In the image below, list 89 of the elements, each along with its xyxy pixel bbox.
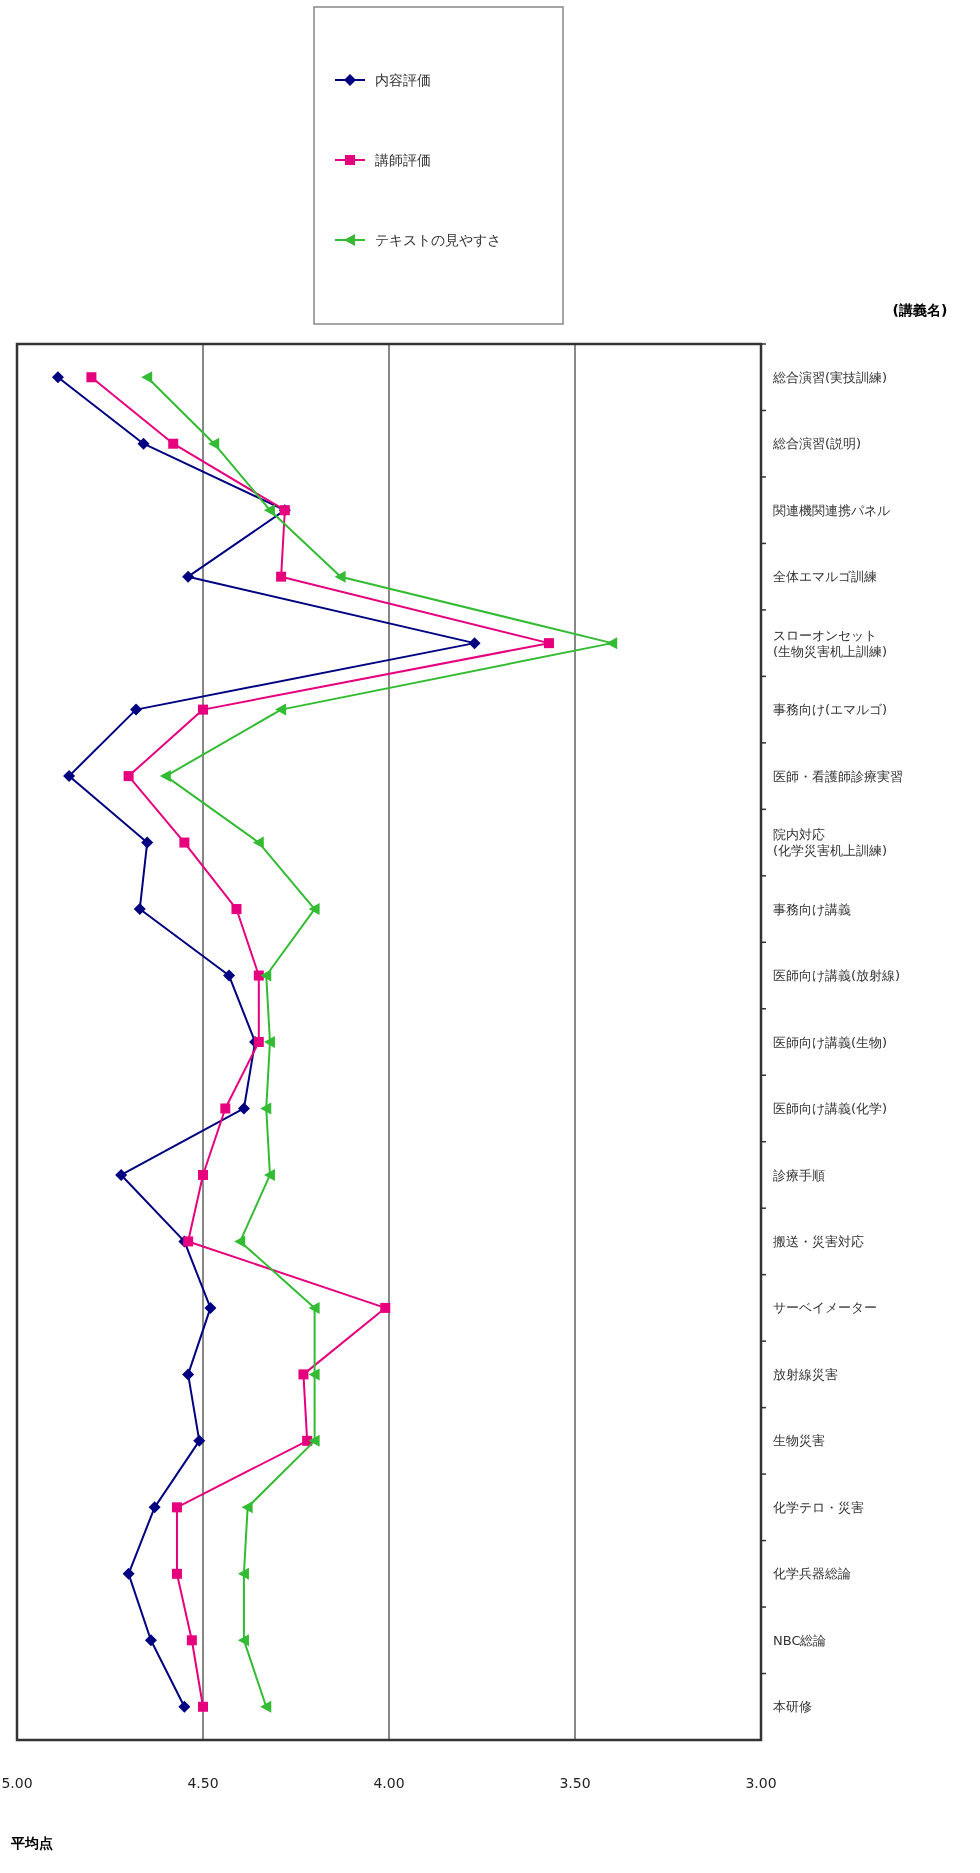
point xyxy=(171,1502,182,1513)
point xyxy=(260,969,272,982)
point xyxy=(182,570,195,583)
point xyxy=(141,836,154,849)
y-tick-label: 事務向け講義 xyxy=(773,901,851,917)
legend-label: 内容評価 xyxy=(375,71,431,88)
y-tick-label: 医師・看護師診療実習 xyxy=(773,768,903,784)
point xyxy=(159,770,171,783)
y-tick-label: サーベイメーター xyxy=(773,1300,877,1316)
point xyxy=(115,1168,128,1181)
point xyxy=(334,570,346,583)
point xyxy=(237,1634,249,1647)
y-tick-label: 化学テロ・災害 xyxy=(773,1499,864,1515)
point xyxy=(275,703,287,716)
x-axis-title: 平均点 xyxy=(10,1834,53,1851)
point xyxy=(308,903,320,916)
y-axis-title: (講義名) xyxy=(892,301,948,318)
point xyxy=(252,836,264,849)
point xyxy=(263,1168,275,1181)
y-tick-label: NBC総論 xyxy=(773,1632,827,1648)
y-tick-label: 総合演習(説明) xyxy=(772,436,862,452)
point xyxy=(198,704,208,715)
point xyxy=(468,637,481,650)
point xyxy=(141,371,153,384)
y-tick-label: 医師向け講義(化学) xyxy=(773,1101,888,1117)
point xyxy=(253,970,264,981)
point xyxy=(168,438,179,449)
x-tick-label: 4.50 xyxy=(187,1774,219,1791)
y-tick-label: 全体エマルゴ訓練 xyxy=(773,569,877,585)
y-tick-label: 診療手順 xyxy=(773,1167,825,1183)
point xyxy=(234,1235,246,1248)
point xyxy=(86,372,97,383)
y-tick-label: 事務向け(エマルゴ) xyxy=(773,702,888,718)
y-tick-label: 総合演習(実技訓練) xyxy=(772,369,888,385)
point xyxy=(260,1700,272,1713)
point xyxy=(171,1568,182,1579)
point xyxy=(186,1635,197,1646)
point xyxy=(543,638,554,649)
point xyxy=(122,1567,135,1580)
point xyxy=(63,770,76,783)
point xyxy=(198,1169,208,1180)
point xyxy=(144,1634,157,1647)
point xyxy=(208,437,220,450)
point xyxy=(182,1368,195,1381)
y-tick-label: 医師向け講義(生物) xyxy=(773,1034,888,1050)
point xyxy=(137,437,150,450)
y-tick-label: 医師向け講義(放射線) xyxy=(773,968,901,984)
point xyxy=(308,1368,320,1381)
point xyxy=(237,1567,249,1580)
point xyxy=(148,1501,161,1514)
point xyxy=(183,1236,194,1247)
point xyxy=(178,1700,191,1713)
point xyxy=(276,571,287,582)
y-tick-label: 院内対応 (化学災害机上訓練) xyxy=(773,827,888,859)
y-tick-label: 放射線災害 xyxy=(773,1366,838,1382)
point xyxy=(380,1302,391,1313)
y-tick-label: 生物災害 xyxy=(773,1433,825,1449)
point xyxy=(204,1301,217,1314)
point xyxy=(606,637,618,650)
x-tick-label: 3.50 xyxy=(559,1774,591,1791)
y-tick-label: 関連機関連携パネル xyxy=(773,502,890,518)
point xyxy=(260,1102,272,1115)
y-tick-label: スローオンセット (生物災害机上訓練) xyxy=(773,627,888,659)
point xyxy=(263,504,275,517)
point xyxy=(308,1434,320,1447)
legend-label: 講師評価 xyxy=(375,151,431,168)
point xyxy=(223,969,236,982)
point xyxy=(133,903,146,916)
point xyxy=(130,703,143,716)
point xyxy=(51,371,64,384)
x-tick-label: 3.00 xyxy=(745,1774,777,1791)
point xyxy=(198,1701,208,1712)
point xyxy=(179,837,190,848)
legend-label: テキストの見やすさ xyxy=(375,231,501,248)
point xyxy=(237,1102,250,1115)
point xyxy=(123,771,134,782)
point xyxy=(263,1036,275,1048)
y-tick-label: 本研修 xyxy=(773,1699,812,1715)
point xyxy=(231,904,242,915)
x-tick-label: 5.00 xyxy=(1,1774,33,1791)
y-tick-label: 搬送・災害対応 xyxy=(773,1233,864,1249)
point xyxy=(220,1103,231,1114)
point xyxy=(253,1037,264,1047)
point xyxy=(193,1434,206,1447)
point xyxy=(298,1369,309,1380)
point xyxy=(308,1301,320,1314)
y-tick-label: 化学兵器総論 xyxy=(773,1566,851,1582)
x-tick-label: 4.00 xyxy=(373,1774,405,1791)
point xyxy=(241,1501,253,1514)
